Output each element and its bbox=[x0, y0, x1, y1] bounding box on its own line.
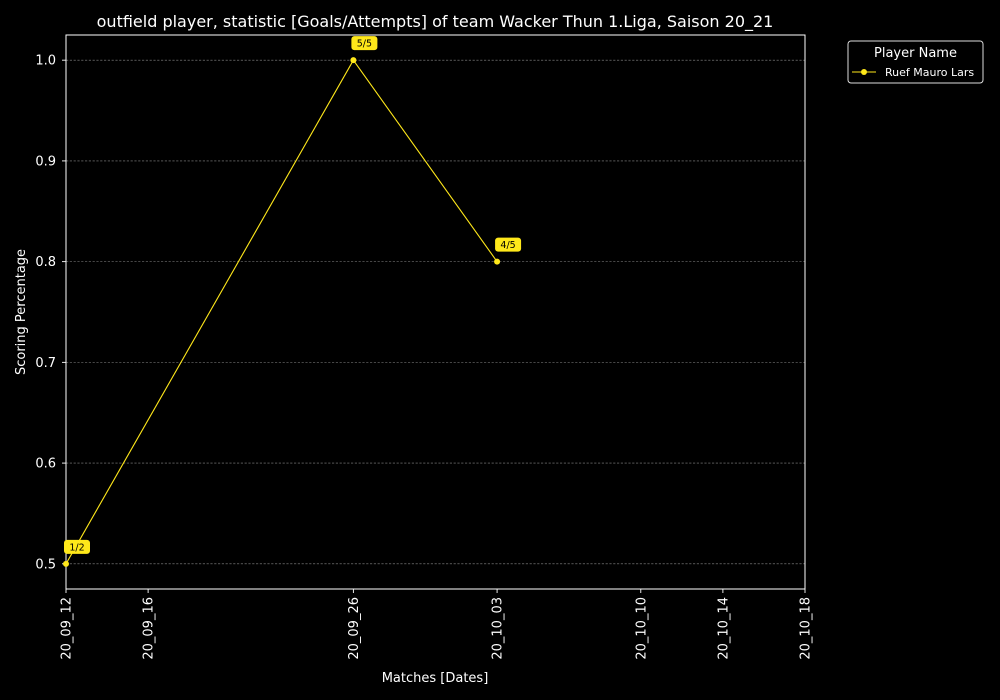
series-layer bbox=[63, 57, 501, 567]
legend-label: Ruef Mauro Lars bbox=[885, 66, 974, 79]
data-labels-layer: 1/2 5/5 4/5 bbox=[64, 36, 522, 554]
series-line-segment bbox=[65, 59, 354, 565]
legend-entry: Ruef Mauro Lars bbox=[852, 66, 974, 79]
data-label: 5/5 bbox=[351, 36, 378, 51]
x-tick-label: 20_10_03 bbox=[491, 597, 506, 660]
x-tick-label: 20_10_18 bbox=[799, 597, 814, 660]
data-point bbox=[350, 57, 357, 64]
x-axis-label: Matches [Dates] bbox=[382, 671, 489, 686]
y-tick-label: 1.0 bbox=[35, 54, 56, 69]
x-tick-label: 20_09_26 bbox=[347, 597, 362, 660]
y-tick-label: 0.9 bbox=[35, 154, 56, 169]
data-label-text: 5/5 bbox=[357, 39, 372, 50]
legend-entries: Ruef Mauro Lars bbox=[852, 66, 974, 79]
x-tick-label: 20_09_16 bbox=[142, 597, 157, 660]
data-label-text: 4/5 bbox=[500, 240, 515, 251]
y-tick-label: 0.8 bbox=[35, 255, 56, 270]
data-label-box bbox=[351, 36, 378, 51]
data-label: 1/2 bbox=[64, 539, 90, 554]
legend: Player Name Ruef Mauro Lars bbox=[847, 40, 984, 84]
legend-marker bbox=[861, 69, 867, 75]
y-tick-label: 0.5 bbox=[35, 557, 56, 572]
x-tick-label: 20_10_10 bbox=[634, 597, 649, 660]
series-line-segment bbox=[352, 59, 498, 262]
data-label-box bbox=[64, 539, 90, 554]
legend-frame bbox=[847, 40, 984, 84]
y-axis-label: Scoring Percentage bbox=[14, 249, 29, 375]
legend-title: Player Name bbox=[874, 46, 957, 61]
data-label: 4/5 bbox=[495, 237, 522, 252]
data-label-text: 1/2 bbox=[69, 542, 84, 553]
data-point bbox=[494, 258, 501, 265]
y-tick-label: 0.6 bbox=[35, 457, 56, 472]
data-point bbox=[63, 560, 69, 567]
chart-title: outfield player, statistic [Goals/Attemp… bbox=[97, 12, 774, 32]
plot-frame bbox=[65, 34, 806, 590]
x-tick-label: 20_09_12 bbox=[60, 597, 75, 660]
axes-layer: 0.5 0.6 0.7 0.8 0.9 1.0 20_09_12 20_09_16 20_09_… bbox=[35, 34, 814, 660]
x-tick-label: 20_10_14 bbox=[716, 597, 731, 660]
data-label-box bbox=[495, 237, 522, 252]
y-tick-label: 0.7 bbox=[35, 356, 56, 371]
grid-layer bbox=[66, 59, 805, 565]
